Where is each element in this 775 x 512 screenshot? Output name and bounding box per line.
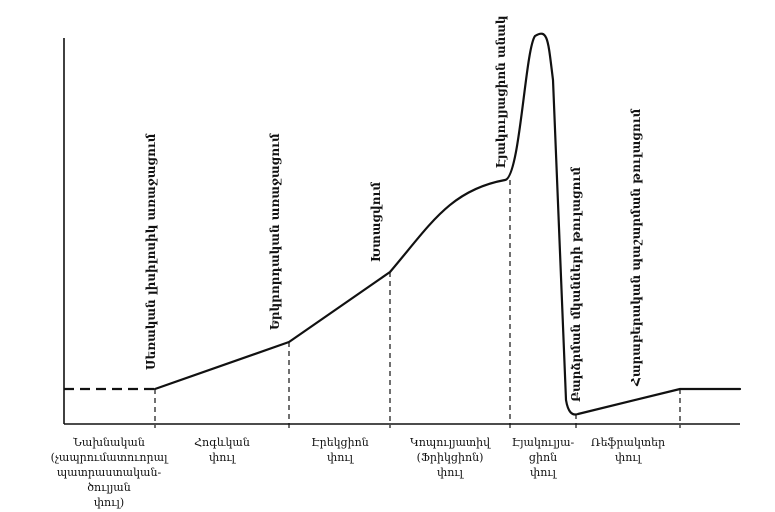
phase-5-line-3: փուլ <box>530 466 558 479</box>
phase-5-line-1: Էյակուլյա- <box>512 436 575 449</box>
phase-label-3: Էրեկցիոն փուլ <box>311 436 368 464</box>
event-label-3: Խտացվում <box>369 182 383 262</box>
phase-label-5: Էյակուլյա- ցիոն փուլ <box>512 436 575 479</box>
phase-4-line-3: փուլ <box>437 466 465 479</box>
phase-label-1: Նախնական (չապրումատուորալ պատրաստական- ծ… <box>51 436 169 509</box>
event-label-4: Էյակուլյացիոն անակ <box>494 15 508 168</box>
phase-label-4: Կոպուլյատիվ (Ֆրիկցիոն) փուլ <box>410 436 491 479</box>
phase-3-line-1: Էրեկցիոն <box>311 436 368 449</box>
phase-1-line-5: փուլ) <box>94 496 124 509</box>
phase-1-line-3: պատրաստական- <box>57 466 162 479</box>
response-curve <box>153 32 742 416</box>
phase-1-line-4: ծուլյան <box>87 481 130 494</box>
event-label-2: Երկրորդական առաջացում <box>268 133 282 330</box>
phase-label-6: Ռեֆրակտեր փուլ <box>591 436 665 464</box>
phase-label-2: Հոգևկան փուլ <box>194 436 250 464</box>
event-label-1: Սեռական լիսիլոսիկ առաջացում <box>144 133 158 370</box>
phase-6-line-2: փուլ <box>615 451 643 464</box>
phase-2-line-2: փուլ <box>209 451 237 464</box>
phase-4-line-1: Կոպուլյատիվ <box>410 436 491 449</box>
phase-4-line-2: (Ֆրիկցիոն) <box>417 451 484 464</box>
phase-3-line-2: փուլ <box>327 451 355 464</box>
phase-5-line-2: ցիոն <box>529 451 557 464</box>
phase-2-line-1: Հոգևկան <box>194 436 250 449</box>
phase-1-line-1: Նախնական <box>72 436 145 449</box>
phase-6-line-1: Ռեֆրակտեր <box>591 436 665 449</box>
event-label-6: Հարաբերական պաշարման թուլացում <box>629 108 643 387</box>
event-label-5: Բարձրման մկանների թուլացում <box>569 167 583 402</box>
phase-1-line-2: (չապրումատուորալ <box>51 451 169 464</box>
